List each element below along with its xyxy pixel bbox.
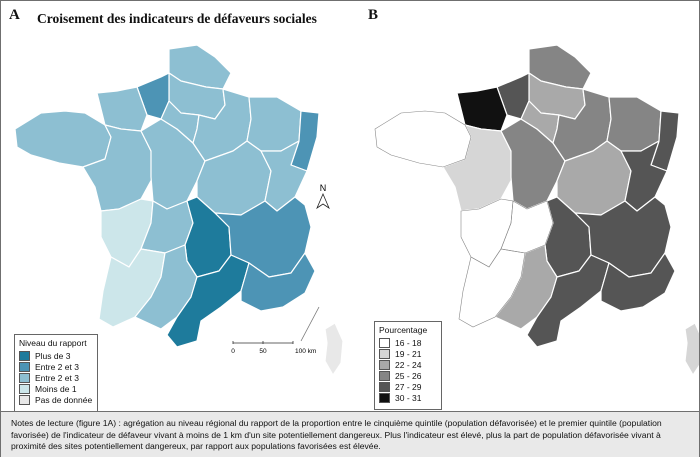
- region-outline: [458, 248, 526, 328]
- map-b: [374, 44, 699, 376]
- panel-a-legend-item: Entre 2 et 3: [19, 372, 97, 383]
- region-corse: [324, 322, 344, 376]
- panel-a-legend-label: Pas de donnée: [35, 394, 93, 405]
- region-outline: [374, 110, 472, 168]
- panel-b-legend-item: 22 - 24: [379, 359, 441, 370]
- region-provence-alpes-c-te-d-azur: [240, 252, 316, 312]
- region-lorraine: [246, 96, 302, 152]
- panel-a-legend-item: Entre 2 et 3: [19, 361, 97, 372]
- panel-a-legend-label: Entre 2 et 3: [35, 361, 79, 372]
- legend-a-title: Niveau du rapport: [19, 338, 87, 348]
- panel-a-legend-label: Plus de 3: [35, 350, 71, 361]
- panel-a-legend-label: Moins de 1: [35, 383, 77, 394]
- panel-b-legend-swatch: [379, 337, 390, 348]
- panel-b-legend-label: 27 - 29: [395, 381, 422, 392]
- north-label: N: [320, 183, 327, 193]
- panel-b-legend-swatch: [379, 381, 390, 392]
- panel-b-legend-item: 19 - 21: [379, 348, 441, 359]
- map-a: N 0 50 100 km: [14, 44, 344, 376]
- panel-b-legend-label: 30 - 31: [395, 392, 422, 403]
- panel-b-legend-label: 25 - 26: [395, 370, 422, 381]
- region-bretagne: [374, 110, 472, 168]
- region-corse: [684, 322, 699, 376]
- scale-bar: [232, 341, 294, 344]
- panel-b-legend-label: 22 - 24: [395, 359, 422, 370]
- legend-b: Pourcentage 16 - 18 19 - 21 22 - 24 25 - 26…: [374, 321, 442, 410]
- scale-label: 100 km: [295, 348, 316, 355]
- region-bretagne: [14, 110, 112, 168]
- panel-a-legend-item: Plus de 3: [19, 350, 97, 361]
- region-franche-comt-: [620, 140, 668, 212]
- panel-a-legend-item: Pas de donnée: [19, 394, 97, 405]
- scale-label: 0: [231, 348, 235, 355]
- panel-b-legend-swatch: [379, 348, 390, 359]
- panel-a-legend-item: Moins de 1: [19, 383, 97, 394]
- panel-a-legend-label: Entre 2 et 3: [35, 372, 79, 383]
- reading-notes-text: Notes de lecture (figure 1A) : agrégatio…: [11, 418, 662, 452]
- region-languedoc-roussillon: [166, 254, 250, 348]
- panel-a-title: Croisement des indicateurs de défaveurs …: [37, 11, 317, 26]
- region-lorraine: [606, 96, 662, 152]
- panel-a-legend-swatch: [19, 394, 30, 405]
- panel-b-legend-label: 16 - 18: [395, 337, 422, 348]
- panel-a-letter: A: [9, 7, 20, 23]
- panel-b-legend-item: 27 - 29: [379, 381, 441, 392]
- panel-b-legend-swatch: [379, 370, 390, 381]
- corsica-separator: [300, 306, 320, 342]
- scale-label: 50: [259, 348, 267, 355]
- panel-a-legend-swatch: [19, 361, 30, 372]
- panel-b-legend-item: 16 - 18: [379, 337, 441, 348]
- panel-b-legend-item: 30 - 31: [379, 392, 441, 403]
- region-languedoc-roussillon: [526, 254, 610, 348]
- panel-a-legend-swatch: [19, 383, 30, 394]
- panel-b-legend-label: 19 - 21: [395, 348, 422, 359]
- region-provence-alpes-c-te-d-azur: [600, 252, 676, 312]
- panel-b-legend-swatch: [379, 392, 390, 403]
- panel-a-legend-swatch: [19, 350, 30, 361]
- reading-notes: Notes de lecture (figure 1A) : agrégatio…: [1, 411, 699, 457]
- region-franche-comt-: [260, 140, 308, 212]
- north-arrow-icon: [316, 192, 330, 210]
- legend-b-title: Pourcentage: [379, 325, 428, 335]
- panel-b-letter: B: [368, 7, 379, 23]
- panel-a-legend-swatch: [19, 372, 30, 383]
- panel-b-legend-swatch: [379, 359, 390, 370]
- panel-b-legend-item: 25 - 26: [379, 370, 441, 381]
